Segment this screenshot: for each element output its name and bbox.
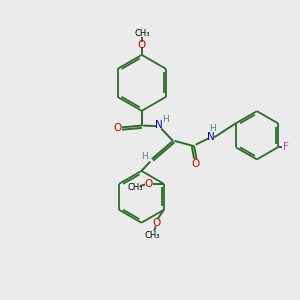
Text: H: H — [162, 115, 169, 124]
Text: F: F — [283, 142, 289, 152]
Text: H: H — [209, 124, 216, 133]
Text: CH₃: CH₃ — [127, 183, 143, 192]
Text: O: O — [113, 123, 121, 133]
Text: O: O — [153, 218, 161, 228]
Text: N: N — [207, 132, 215, 142]
Text: O: O — [191, 159, 200, 170]
Text: O: O — [138, 40, 146, 50]
Text: CH₃: CH₃ — [134, 29, 149, 38]
Text: N: N — [155, 120, 163, 130]
Text: CH₃: CH₃ — [145, 231, 161, 240]
Text: H: H — [141, 152, 148, 161]
Text: O: O — [145, 178, 153, 189]
